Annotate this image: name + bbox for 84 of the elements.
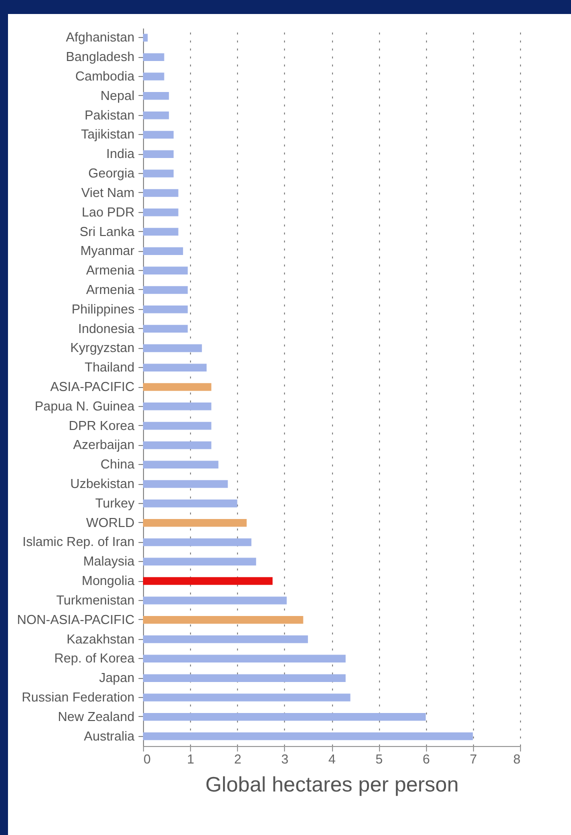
y-tick-label: Armenia: [86, 262, 136, 278]
y-tick-label: Philippines: [72, 301, 135, 316]
y-tick-label: Kazakhstan: [66, 631, 134, 646]
y-tick-label: New Zealand: [58, 708, 134, 724]
y-tick-label: Azerbaijan: [73, 437, 134, 452]
y-tick-label: DPR Korea: [68, 418, 136, 433]
x-tick-label: 2: [234, 752, 242, 766]
y-tick-label: Thailand: [84, 360, 134, 375]
bar: [143, 286, 188, 294]
bar: [143, 654, 346, 663]
x-tick-label: 3: [281, 752, 288, 766]
x-tick-label: 4: [328, 752, 336, 766]
bar: [143, 383, 212, 391]
bar: [143, 441, 212, 450]
bar: [143, 247, 184, 256]
y-tick-label: Afghanistan: [66, 30, 134, 45]
x-axis-title: Global hectares per person: [205, 774, 459, 796]
y-tick-label: Papua N. Guinea: [34, 398, 136, 414]
bar: [143, 635, 308, 644]
bar: [143, 72, 164, 80]
y-tick-label: Indonesia: [78, 320, 136, 336]
bar: [143, 616, 304, 624]
y-tick-label: Nepal: [100, 88, 135, 103]
y-tick-label: Pakistan: [84, 107, 134, 122]
bar: [143, 500, 238, 508]
y-tick-label: Cambodia: [75, 68, 136, 84]
y-tick-label: Kyrgyzstan: [70, 340, 134, 356]
bar: [143, 53, 164, 61]
bar: [143, 732, 473, 740]
y-tick-label: Australia: [84, 728, 136, 744]
bar: [143, 228, 178, 236]
bar: [143, 558, 256, 566]
bar: [143, 324, 188, 333]
bar: [143, 713, 426, 721]
y-tick-label: Viet Nam: [81, 184, 134, 200]
bar: [143, 92, 169, 100]
y-tick-label: Sri Lanka: [80, 224, 136, 239]
bar: [143, 674, 346, 682]
bar: [143, 208, 178, 216]
x-tick-label: 6: [422, 752, 430, 766]
y-tick-label: Myanmar: [80, 243, 136, 258]
y-tick-label: Bangladesh: [66, 49, 134, 64]
y-tick-label: Turkmenistan: [56, 592, 134, 608]
y-tick-label: Armenia: [86, 282, 136, 297]
y-tick-label: India: [106, 146, 136, 162]
bar: [143, 518, 247, 527]
x-tick-label: 8: [513, 752, 520, 766]
y-tick-label: ASIA-PACIFIC: [50, 379, 134, 394]
y-tick-label: Georgia: [88, 166, 136, 181]
bar: [143, 130, 174, 139]
y-tick-label: Malaysia: [83, 554, 136, 569]
x-tick-label: 0: [144, 752, 151, 766]
bar: [143, 596, 287, 604]
bar: [143, 305, 188, 314]
bar: [143, 266, 188, 274]
y-tick-label: Turkey: [95, 495, 135, 510]
y-tick-label: Lao PDR: [82, 204, 134, 220]
y-tick-label: Japan: [99, 670, 134, 686]
bar: [143, 694, 350, 702]
bar: [143, 538, 252, 546]
y-tick-label: Russian Federation: [22, 689, 134, 704]
y-tick-label: China: [100, 456, 136, 472]
bar: [143, 170, 174, 178]
bar: [143, 422, 212, 430]
bar: [143, 344, 202, 352]
bar: [143, 402, 212, 410]
y-tick-label: Uzbekistan: [70, 476, 134, 492]
bar: [143, 150, 174, 158]
x-tick-label: 7: [470, 752, 477, 766]
bar: [143, 189, 178, 197]
bar: [143, 364, 207, 372]
bar: [143, 34, 148, 42]
y-tick-label: Mongolia: [82, 573, 136, 588]
bar: [143, 111, 169, 120]
x-tick-label: 5: [376, 752, 383, 766]
y-tick-label: Rep. of Korea: [54, 650, 136, 666]
y-tick-label: WORLD: [86, 514, 134, 530]
bar: [143, 480, 228, 488]
y-tick-label: Tajikistan: [81, 126, 134, 142]
y-tick-label: NON-ASIA-PACIFIC: [17, 612, 134, 627]
bar: [143, 577, 273, 585]
y-tick-label: Islamic Rep. of Iran: [22, 534, 134, 550]
x-tick-label: 1: [187, 752, 194, 766]
bar: [143, 460, 218, 469]
